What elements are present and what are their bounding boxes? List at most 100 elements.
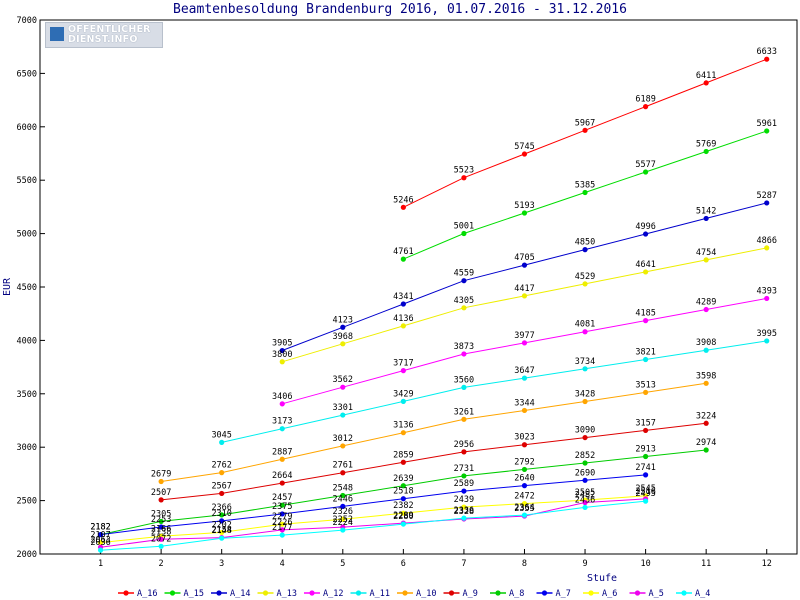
data-label: 4705	[514, 253, 534, 263]
legend-label: A_4	[695, 589, 710, 599]
data-point	[461, 449, 467, 455]
data-label: 3995	[756, 329, 776, 339]
data-point	[461, 504, 467, 510]
data-label: 2518	[393, 487, 413, 497]
data-point	[400, 323, 406, 329]
data-label: 3045	[211, 430, 231, 440]
legend-item: A_4	[676, 589, 710, 599]
data-label: 2148	[211, 526, 231, 536]
data-label: 2639	[393, 474, 413, 484]
data-point	[582, 366, 588, 372]
legend-item: A_8	[490, 589, 524, 599]
data-label: 3173	[272, 417, 292, 427]
data-point	[521, 293, 528, 299]
data-label: 2792	[514, 457, 534, 467]
y-axis-label: EUR	[2, 277, 13, 296]
data-point	[219, 529, 225, 536]
data-label: 2505	[575, 488, 595, 498]
legend-swatch-marker	[216, 590, 222, 596]
data-point	[461, 515, 467, 521]
data-label: 2154	[211, 526, 231, 536]
data-point	[643, 389, 649, 396]
data-label: 3023	[514, 433, 534, 443]
data-point	[219, 470, 225, 476]
data-label: 5142	[696, 206, 716, 216]
data-point	[643, 269, 649, 275]
data-point	[158, 524, 164, 530]
data-point	[461, 278, 467, 284]
data-label: 2226	[272, 518, 292, 528]
data-point	[461, 230, 467, 237]
series-line	[161, 422, 707, 501]
data-point	[97, 547, 104, 553]
data-point	[643, 498, 649, 504]
data-point	[340, 341, 346, 347]
x-tick-label: 6	[401, 559, 406, 569]
data-label: 2310	[211, 509, 231, 519]
data-label: 3012	[333, 434, 353, 444]
data-point	[400, 459, 406, 465]
data-point	[582, 398, 588, 405]
data-label: 2177	[272, 523, 292, 533]
legend-swatch-marker	[123, 590, 129, 596]
data-label: 2355	[514, 504, 534, 514]
legend-item: A_12	[304, 589, 343, 599]
legend-label: A_12	[323, 589, 343, 599]
data-label: 2913	[635, 444, 655, 454]
x-tick-label: 9	[582, 559, 587, 569]
data-point	[582, 460, 588, 466]
data-point	[219, 518, 225, 524]
data-label: 2545	[635, 484, 655, 494]
data-point	[582, 504, 588, 511]
data-label: 5246	[393, 195, 413, 205]
data-label: 2482	[575, 491, 595, 501]
data-label: 4123	[333, 315, 353, 325]
data-label: 2640	[514, 474, 534, 484]
x-tick-label: 1	[98, 559, 103, 569]
series-A_4: 2036 2072 2148 2177 2224 2280 2336 2364 2436 2495	[90, 489, 656, 553]
data-label: 3977	[514, 331, 534, 341]
data-point	[461, 416, 467, 422]
data-point	[400, 398, 406, 404]
series-A_14: 3905 4123 4341 4559 4705 4850 4996 5142 5287	[272, 191, 777, 354]
legend-item: A_16	[118, 589, 157, 599]
series-A_12: 3406 3562 3717 3873 3977 4081 4185 4289 4393	[272, 286, 777, 407]
legend-swatch-marker	[262, 590, 269, 596]
data-label: 2328	[454, 507, 474, 517]
legend-swatch-marker	[402, 590, 408, 596]
data-point	[158, 518, 164, 525]
data-point	[764, 56, 770, 62]
data-point	[400, 256, 406, 262]
data-point	[764, 128, 770, 134]
data-label: 5193	[514, 201, 534, 211]
data-label: 3560	[454, 375, 474, 385]
data-point	[521, 466, 528, 473]
data-label: 2507	[151, 488, 171, 498]
series-A_10: 2679 2762 2887 3012 3136 3261 3344 3428 3513 3598	[151, 371, 716, 485]
data-label: 2859	[393, 450, 413, 460]
data-point	[643, 318, 649, 324]
legend-label: A_14	[230, 589, 250, 599]
data-label: 2166	[151, 524, 171, 534]
data-label: 4185	[635, 309, 655, 319]
data-point	[582, 247, 588, 253]
data-point	[461, 384, 467, 390]
data-point	[582, 477, 588, 483]
data-point	[340, 443, 346, 449]
data-point	[703, 380, 709, 386]
x-tick-label: 8	[522, 559, 527, 569]
legend-label: A_11	[370, 589, 390, 599]
legend-swatch-marker	[448, 590, 455, 596]
data-label: 2589	[454, 479, 474, 489]
data-point	[279, 527, 285, 533]
data-label: 2436	[575, 495, 595, 505]
data-point	[279, 511, 285, 517]
series-A_11: 3045 3173 3301 3429 3560 3647 3734 3821 3908 3995	[211, 329, 777, 445]
data-point	[643, 453, 649, 460]
legend-item: A_5	[629, 589, 664, 599]
data-label: 2326	[333, 507, 353, 517]
data-label: 4529	[575, 272, 595, 282]
data-label: 2457	[272, 493, 292, 503]
data-label: 2472	[514, 492, 534, 502]
